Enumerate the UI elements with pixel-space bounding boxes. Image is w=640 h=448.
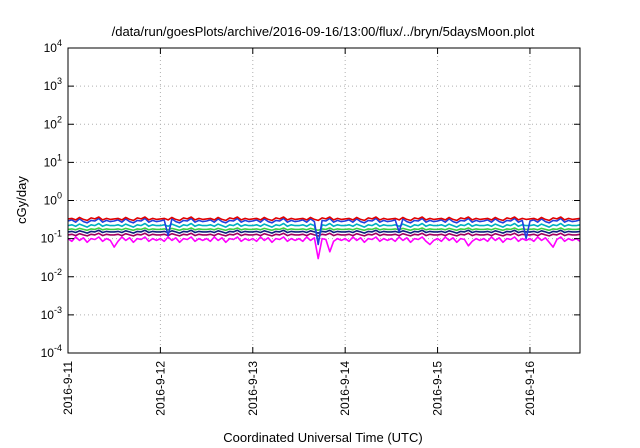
y-tick-label: 103 <box>44 76 62 93</box>
y-axis-label: cGy/day <box>14 176 29 224</box>
tick-layer: 10-4 10-3 10-2 10-1 100 101 102 103 104 2016-9-11… <box>41 38 580 416</box>
x-tick-label: 2016-9-13 <box>246 361 260 416</box>
x-tick-label: 2016-9-11 <box>61 361 75 415</box>
y-axis-label-group: cGy/day <box>14 176 29 224</box>
y-tick-label: 10-4 <box>41 343 62 360</box>
x-axis-label: Coordinated Universal Time (UTC) <box>223 430 422 445</box>
series-line-5 <box>67 229 581 234</box>
x-tick-label: 2016-9-16 <box>523 361 537 416</box>
series-line-6 <box>67 232 581 237</box>
series-line-4 <box>67 227 581 232</box>
x-tick-label: 2016-9-15 <box>431 361 445 416</box>
y-tick-label: 102 <box>44 114 62 131</box>
y-tick-label: 10-1 <box>41 229 62 246</box>
series-line-2 <box>67 217 581 246</box>
chart-title: /data/run/goesPlots/archive/2016-09-16/1… <box>112 24 535 39</box>
series-line-1 <box>67 216 581 222</box>
x-tick-label: 2016-9-14 <box>338 361 352 416</box>
series-line-7 <box>67 236 581 260</box>
y-tick-label: 100 <box>44 191 62 208</box>
x-tick-label: 2016-9-12 <box>153 361 167 416</box>
series-layer <box>67 216 581 260</box>
y-tick-label: 101 <box>44 152 62 169</box>
y-tick-label: 10-2 <box>41 267 62 284</box>
y-tick-label: 104 <box>44 38 62 55</box>
series-line-3 <box>67 222 581 244</box>
y-tick-label: 10-3 <box>41 305 62 322</box>
